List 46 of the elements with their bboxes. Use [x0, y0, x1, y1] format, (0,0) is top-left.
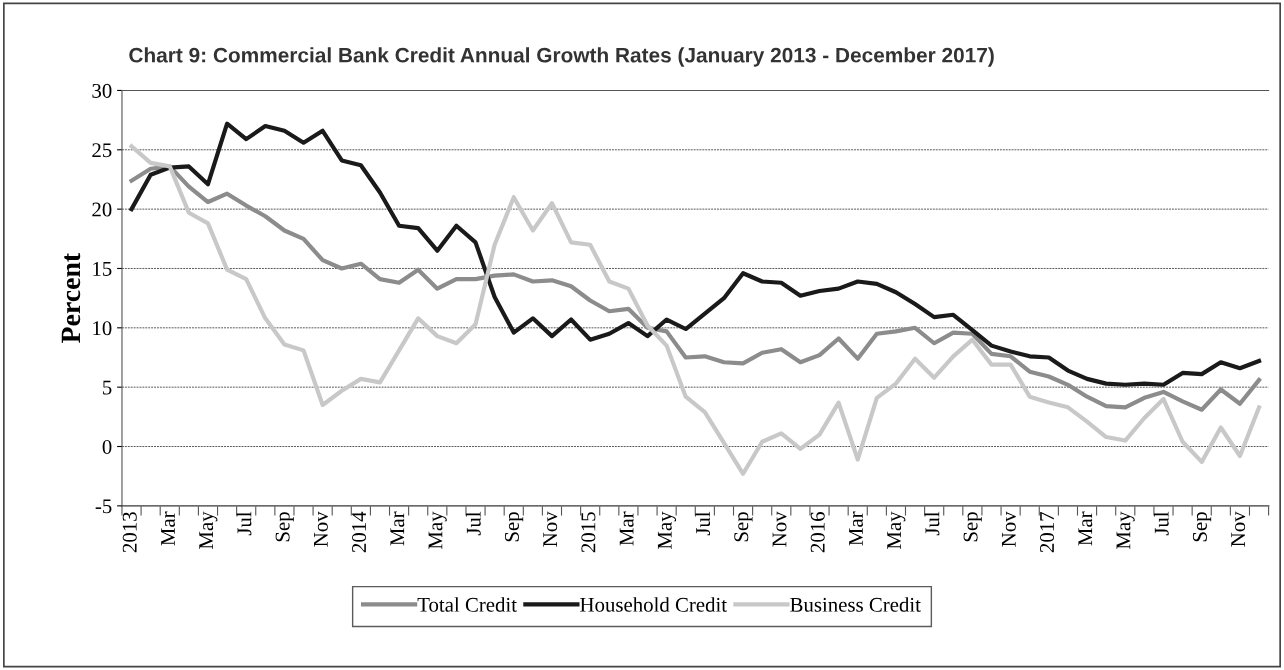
- x-tick-label: Jul: [695, 511, 711, 536]
- x-tick-label: Nov: [1001, 511, 1016, 547]
- x-tick-label: Jul: [924, 511, 940, 536]
- x-tick-label: 2015: [581, 512, 596, 553]
- x-tick-label: Mar: [161, 511, 175, 546]
- y-tick-label: -5: [95, 499, 112, 514]
- x-tick-label: Mar: [619, 511, 634, 546]
- x-tick-label: Sep: [1192, 512, 1212, 542]
- y-tick-label: 5: [103, 380, 112, 395]
- x-tick-label: Mar: [390, 511, 405, 546]
- x-tick-label: Mar: [849, 511, 863, 546]
- y-tick-label: 25: [92, 143, 112, 158]
- x-tick-label: May: [887, 511, 906, 549]
- x-tick-label: 2014: [352, 511, 367, 553]
- x-tick-label: Jul: [466, 511, 481, 536]
- legend-label: Total Credit: [417, 597, 517, 612]
- x-tick-label: 2016: [810, 512, 825, 553]
- x-tick-label: Nov: [772, 511, 787, 547]
- y-tick-label: 20: [92, 202, 112, 217]
- x-tick-label: 2017: [1039, 512, 1055, 553]
- x-tick-label: Sep: [504, 512, 524, 542]
- x-tick-label: May: [199, 511, 218, 549]
- y-tick-label: 30: [92, 83, 112, 98]
- chart-title: Chart 9: Commercial Bank Credit Annual Growth Rates (January 2013 - December 2017): [129, 47, 994, 67]
- line-series: [129, 164, 1262, 412]
- legend-label: Household Credit: [580, 597, 727, 612]
- x-tick-label: May: [1116, 511, 1135, 549]
- y-tick-label: 0: [102, 439, 112, 454]
- line-series: [129, 144, 1262, 476]
- x-tick-label: Sep: [734, 512, 753, 542]
- x-tick-label: 2013: [122, 512, 137, 553]
- y-tick-label: 15: [93, 261, 112, 276]
- y-axis-title: Percent: [61, 253, 81, 343]
- x-tick-label: May: [657, 511, 677, 549]
- x-tick-label: Sep: [963, 512, 982, 542]
- x-tick-label: Nov: [1231, 511, 1246, 547]
- x-tick-label: Sep: [275, 512, 294, 542]
- x-tick-label: May: [428, 511, 447, 549]
- x-tick-label: Nov: [314, 511, 328, 547]
- y-tick-label: 10: [93, 321, 112, 336]
- x-tick-label: Jul: [1154, 511, 1169, 536]
- x-tick-label: Mar: [1078, 511, 1093, 546]
- x-tick-label: Nov: [543, 511, 558, 547]
- line-series: [129, 121, 1262, 387]
- x-tick-label: Jul: [236, 511, 252, 536]
- legend-label: Business Credit: [790, 597, 921, 612]
